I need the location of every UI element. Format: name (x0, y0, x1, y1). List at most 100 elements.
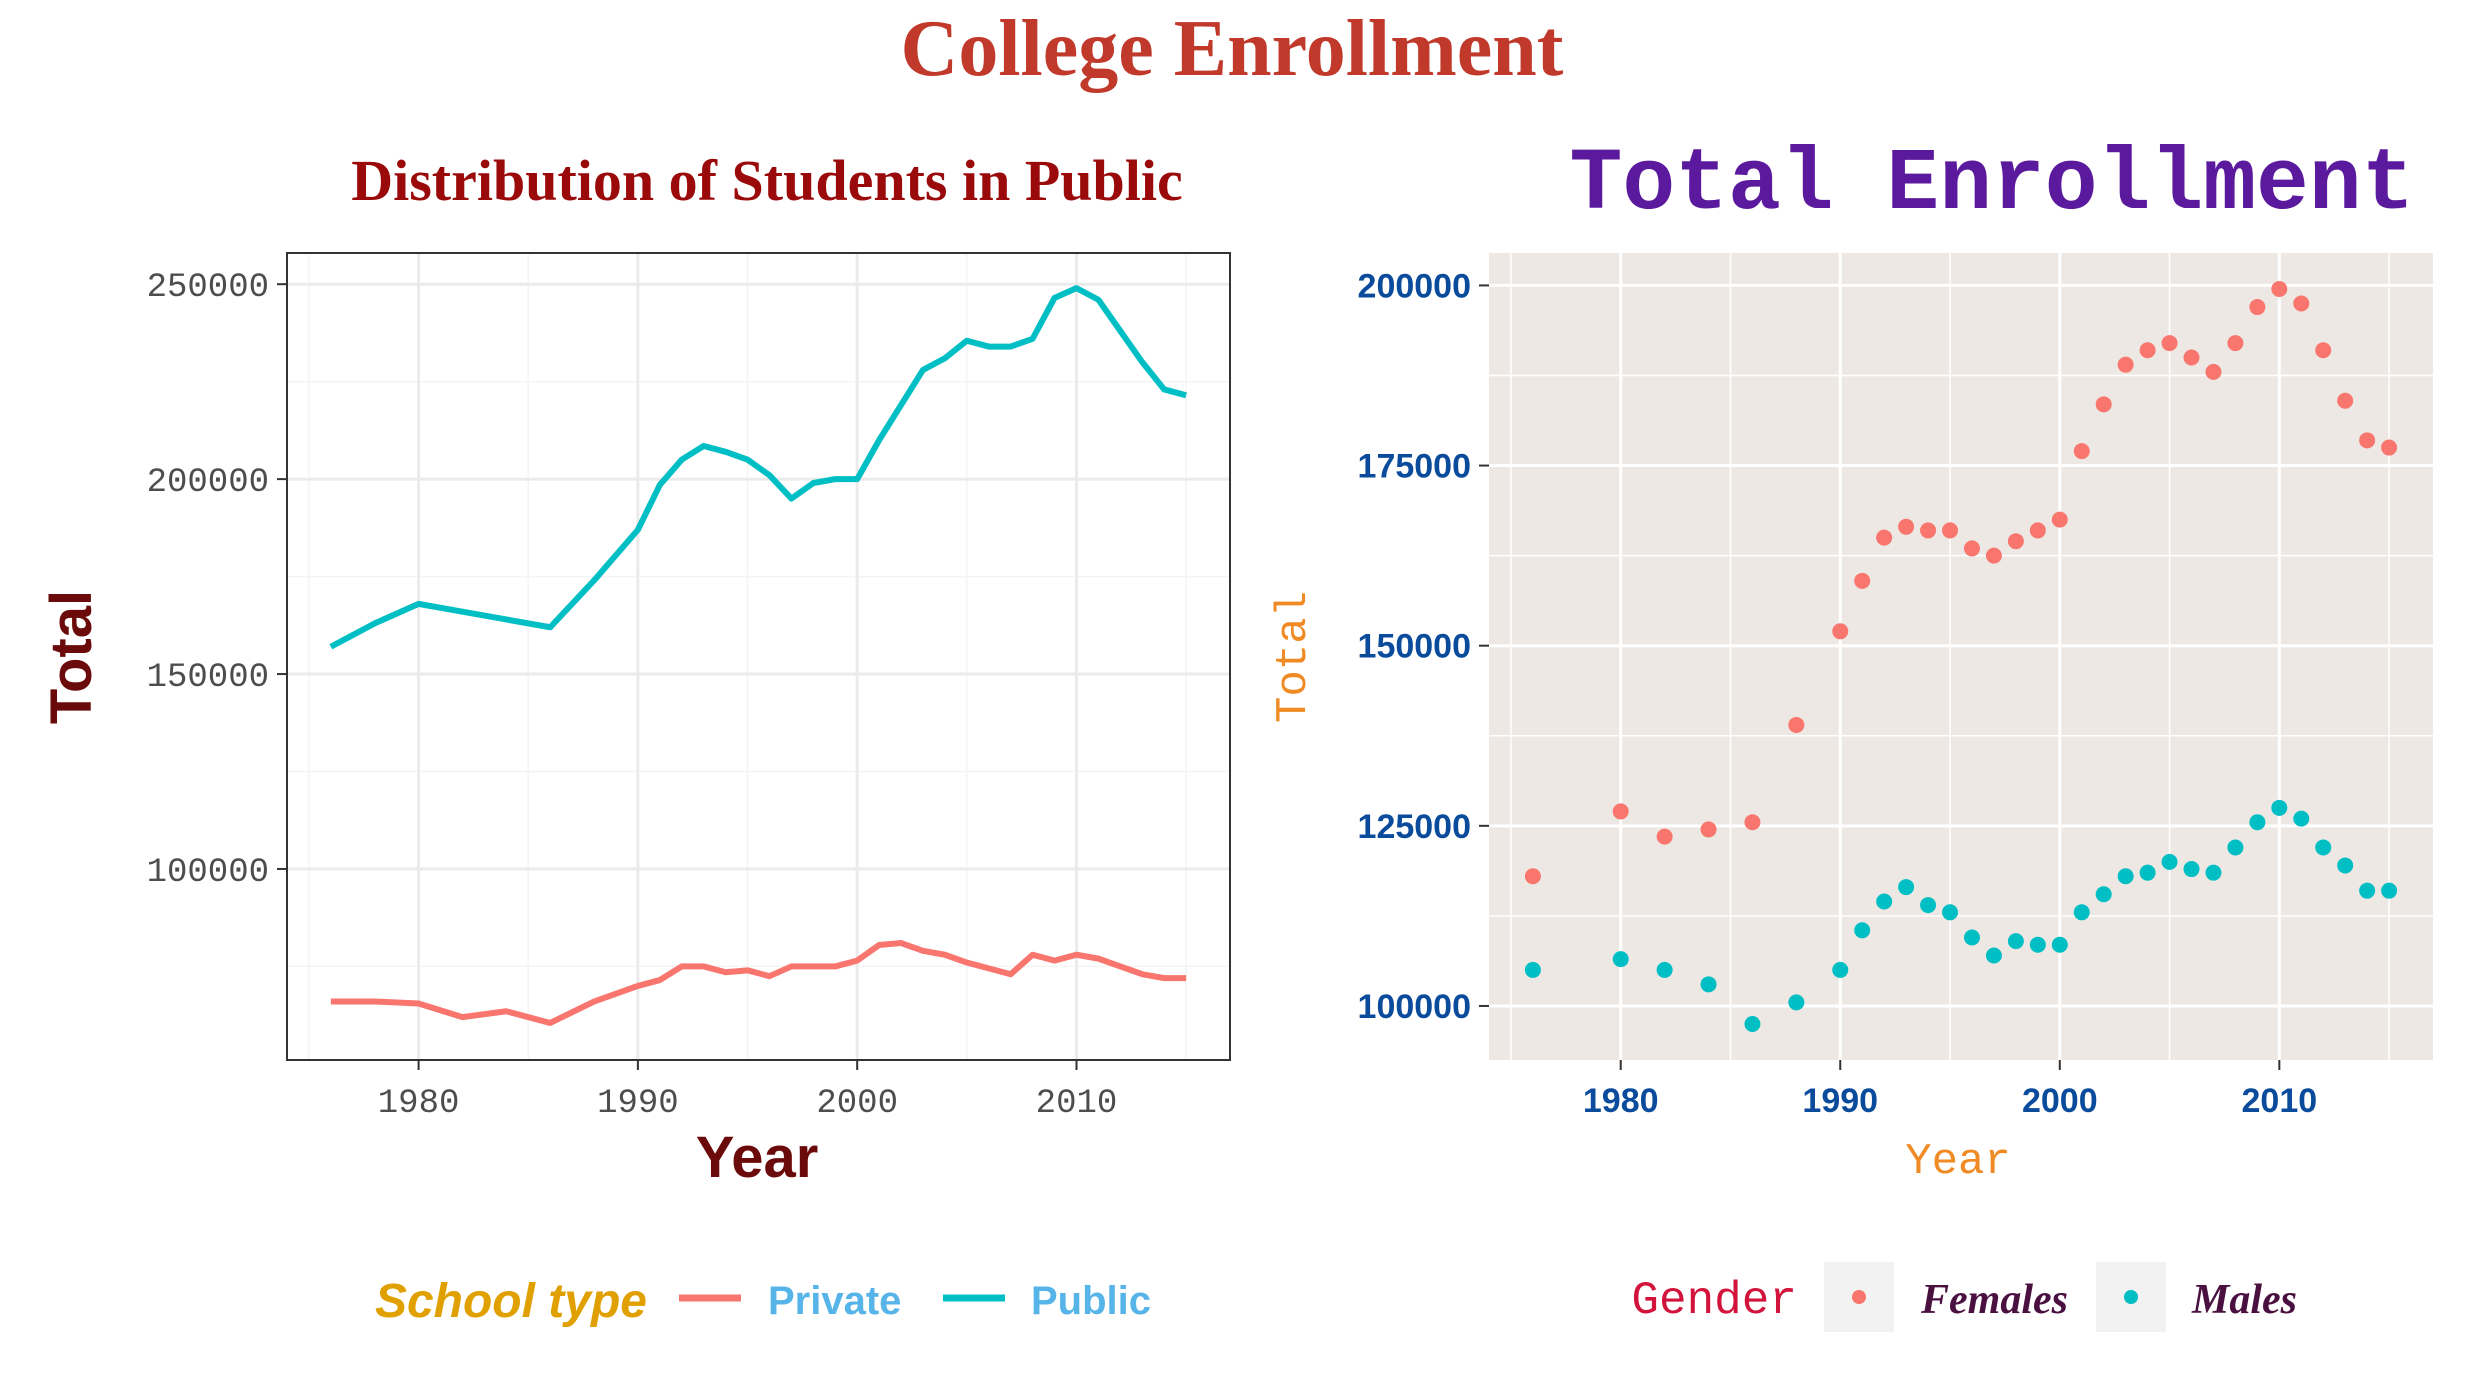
point-females (2183, 349, 2200, 366)
point-males (2051, 936, 2068, 953)
point-males (1942, 904, 1959, 921)
point-males (2227, 839, 2244, 856)
right-axis-ticks: 1980 1990 2000 2010 100000 125000 150000 175000… (1358, 267, 2318, 1120)
legend-label-public: Public (1031, 1279, 1151, 1323)
point-females (2029, 522, 2046, 539)
point-females (1744, 814, 1761, 831)
point-males (1832, 961, 1849, 978)
point-females (2381, 439, 2398, 456)
y-tick-label: 100000 (147, 854, 269, 892)
point-females (2161, 335, 2178, 352)
left-legend: School type Private Public (375, 1275, 1151, 1328)
point-males (2337, 857, 2354, 874)
point-males (1985, 947, 2002, 964)
y-tick-label: 175000 (1358, 448, 1471, 486)
point-males (1656, 961, 1673, 978)
point-females (2051, 511, 2068, 528)
point-females (2315, 342, 2332, 359)
point-females (2293, 295, 2310, 312)
legend-key-males (2124, 1290, 2138, 1304)
legend-label-males: Males (2191, 1277, 2297, 1323)
x-tick-label: 2000 (816, 1085, 898, 1123)
point-males (1920, 897, 1937, 914)
point-females (2007, 533, 2024, 550)
point-males (1876, 893, 1893, 910)
left-plot-panel (287, 253, 1230, 1060)
legend-label-females: Females (1920, 1277, 2068, 1323)
x-tick-label: 2010 (2242, 1082, 2318, 1120)
right-scatter-chart: Total Enrollment 1980 1990 2000 20101000001… (1269, 136, 2433, 1332)
series-line-private (330, 940, 1187, 1026)
point-males (2271, 799, 2288, 816)
point-females (2337, 392, 2354, 409)
right-legend-title: Gender (1631, 1275, 1797, 1327)
legend-key-females (1852, 1290, 1866, 1304)
legend-label-private: Private (768, 1279, 901, 1323)
point-males (2139, 864, 2156, 881)
point-males (2007, 933, 2024, 950)
point-females (1920, 522, 1937, 539)
point-males (2205, 864, 2222, 881)
left-y-axis-label: Total (39, 590, 104, 724)
point-males (2095, 886, 2112, 903)
y-tick-label: 200000 (1358, 267, 1471, 305)
point-females (1854, 572, 1871, 589)
x-tick-label: 1980 (378, 1085, 460, 1123)
x-tick-label: 1980 (1583, 1082, 1659, 1120)
right-series-points (1524, 281, 2398, 1032)
left-x-axis-label: Year (696, 1125, 819, 1190)
point-males (1854, 922, 1871, 939)
point-males (1524, 961, 1541, 978)
right-x-axis-label: Year (1905, 1137, 2011, 1187)
y-tick-label: 250000 (147, 269, 269, 307)
point-females (2249, 299, 2266, 316)
point-males (2029, 936, 2046, 953)
point-females (1788, 716, 1805, 733)
series-line-public (329, 285, 1187, 650)
point-males (2073, 904, 2090, 921)
point-females (2117, 356, 2134, 373)
point-females (2205, 363, 2222, 380)
point-females (1963, 540, 1980, 557)
point-males (1898, 879, 1915, 896)
left-line-chart: Distribution of Students in Public 1980 1… (39, 148, 1231, 1328)
point-females (1832, 623, 1849, 640)
point-females (2095, 396, 2112, 413)
point-males (2359, 882, 2376, 899)
point-females (1524, 868, 1541, 885)
y-tick-label: 150000 (147, 659, 269, 697)
figure-title: College Enrollment (901, 5, 1564, 93)
left-plot-border (286, 252, 1231, 1061)
point-females (1985, 547, 2002, 564)
point-males (2117, 868, 2134, 885)
point-males (2249, 814, 2266, 831)
point-females (1612, 803, 1629, 820)
point-females (2359, 432, 2376, 449)
point-females (1656, 828, 1673, 845)
point-females (2139, 342, 2156, 359)
left-series-lines (329, 285, 1187, 1026)
right-legend: Gender Females Males (1631, 1262, 2297, 1332)
point-males (1963, 929, 1980, 946)
point-males (2183, 861, 2200, 878)
right-plot-panel (1489, 253, 2433, 1060)
point-females (2227, 335, 2244, 352)
point-females (1898, 518, 1915, 535)
point-males (2315, 839, 2332, 856)
point-males (1744, 1015, 1761, 1032)
x-tick-label: 2000 (2022, 1082, 2098, 1120)
point-females (2271, 281, 2288, 298)
point-males (1788, 994, 1805, 1011)
point-females (1942, 522, 1959, 539)
right-y-axis-label: Total (1269, 591, 1319, 723)
point-females (2073, 443, 2090, 460)
y-tick-label: 150000 (1358, 628, 1471, 666)
point-males (2381, 882, 2398, 899)
left-gridlines (287, 253, 1230, 1060)
point-males (2161, 853, 2178, 870)
left-axis-ticks: 1980 1990 2000 2010 100000 150000 200000 250000 (147, 269, 1118, 1123)
left-chart-title: Distribution of Students in Public (351, 148, 1183, 213)
y-tick-label: 100000 (1358, 988, 1471, 1026)
x-tick-label: 1990 (597, 1085, 679, 1123)
point-males (2293, 810, 2310, 827)
